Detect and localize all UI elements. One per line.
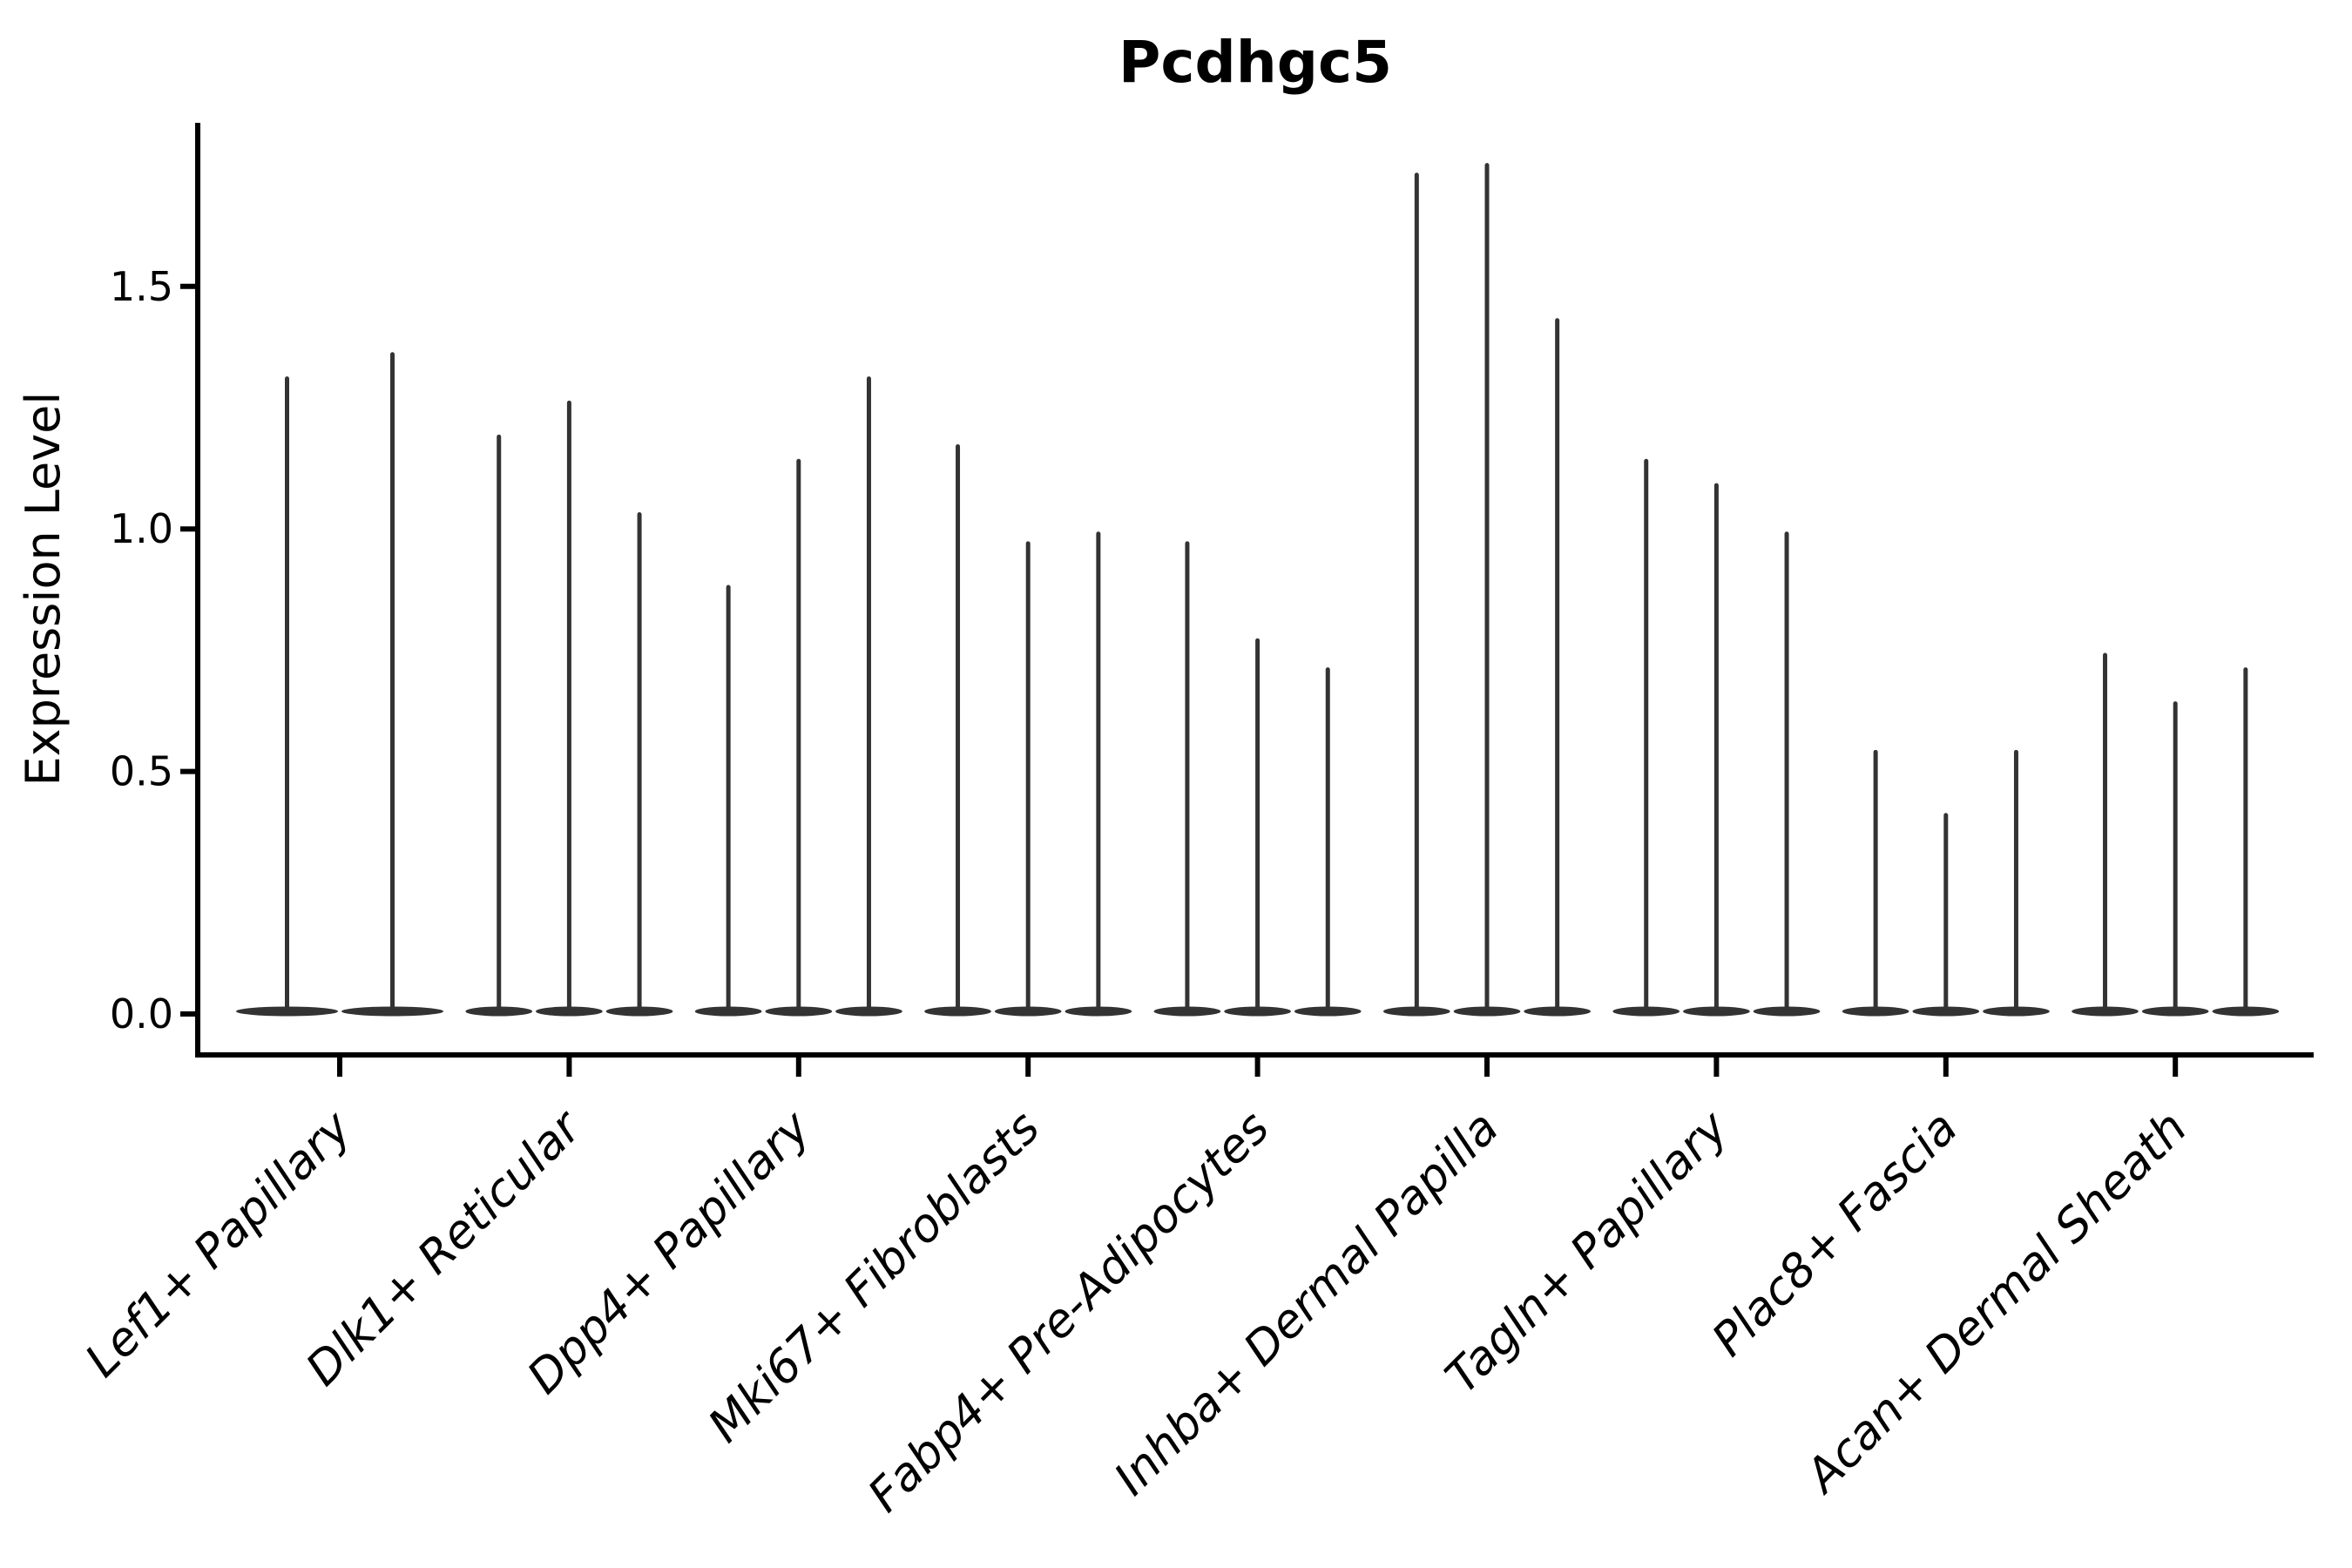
- x-tick-label: Inhba+ Dermal Papilla: [1105, 1101, 1509, 1505]
- x-tick-label: Fabp4+ Pre-Adipocytes: [858, 1101, 1280, 1523]
- category-group: [2072, 652, 2280, 1017]
- axes-layer: [195, 123, 2314, 1058]
- y-tick-label: 1.5: [110, 263, 173, 310]
- y-axis-label: Expression Level: [16, 392, 71, 787]
- x-tick-label: Plac8+ Fascia: [1702, 1101, 1968, 1367]
- category-group: [1153, 541, 1362, 1017]
- category-group: [1612, 458, 1821, 1017]
- category-group: [924, 444, 1132, 1017]
- y-tick-label: 1.0: [110, 505, 173, 552]
- chart-title: Pcdhgc5: [1119, 29, 1392, 96]
- category-group: [236, 352, 443, 1017]
- category-group: [694, 376, 902, 1017]
- y-tick-label: 0.0: [110, 990, 173, 1037]
- category-group: [465, 400, 673, 1017]
- category-group: [1383, 163, 1591, 1017]
- x-tick-label: Acan+ Dermal Sheath: [1794, 1101, 2198, 1504]
- category-group: [1842, 749, 2050, 1017]
- violins-layer: [236, 163, 2280, 1017]
- y-axis-ticks: 0.0 0.5 1.0 1.5: [110, 263, 198, 1037]
- y-tick-label: 0.5: [110, 748, 173, 795]
